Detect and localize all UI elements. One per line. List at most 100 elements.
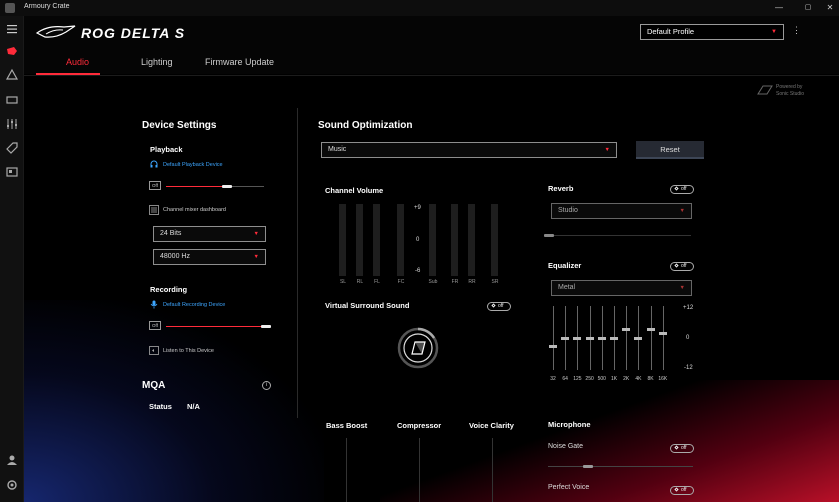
surround-dial-icon[interactable] <box>396 326 440 370</box>
eq-band-label-8k: 8K <box>647 376 654 382</box>
eq-band-label-64: 64 <box>562 376 568 382</box>
eq-track-32[interactable] <box>553 306 554 370</box>
close-button[interactable]: ✕ <box>826 3 834 12</box>
sample-rate-value: 48000 Hz <box>160 253 190 260</box>
info-icon[interactable]: i <box>262 381 271 390</box>
equalizer-preset-value: Metal <box>558 284 576 291</box>
mqa-title: MQA <box>142 380 166 391</box>
eq-knob-4k[interactable] <box>634 336 643 340</box>
compressor-track[interactable] <box>419 438 420 502</box>
more-options-icon[interactable]: ⋮ <box>792 25 801 35</box>
playback-mute-toggle[interactable]: Off <box>149 181 161 190</box>
equalizer-toggle[interactable]: off <box>670 262 694 271</box>
sound-preset-dropdown[interactable]: Music ▼ <box>321 142 617 158</box>
noise-gate-knob[interactable] <box>583 465 593 468</box>
channel-bar-fr[interactable] <box>451 204 458 276</box>
chevron-down-icon: ▼ <box>679 285 685 291</box>
eq-band-label-1k: 1K <box>610 376 618 382</box>
chevron-down-icon: ▼ <box>253 231 259 237</box>
eq-knob-250[interactable] <box>585 336 594 340</box>
eq-knob-1k[interactable] <box>610 336 618 340</box>
eq-knob-500[interactable] <box>597 336 606 340</box>
bit-depth-dropdown[interactable]: 24 Bits ▼ <box>153 226 266 242</box>
eq-knob-16k[interactable] <box>658 332 667 336</box>
aura-triangle-icon[interactable] <box>5 68 19 82</box>
toggle-diamond-icon <box>674 186 679 191</box>
noise-gate-toggle[interactable]: off <box>670 444 694 453</box>
device-settings-title: Device Settings <box>142 120 217 131</box>
tag-icon[interactable] <box>5 141 19 155</box>
headphones-icon <box>150 160 158 168</box>
reverb-preset-value: Studio <box>558 207 578 214</box>
channel-bar-sub[interactable] <box>429 204 436 276</box>
product-name: ROG DELTA S <box>81 25 186 41</box>
sliders-icon[interactable] <box>5 117 19 131</box>
equalizer-title: Equalizer <box>548 261 582 270</box>
app-icon <box>5 3 15 13</box>
channel-bar-fl[interactable] <box>373 204 380 276</box>
channel-bar-sl[interactable] <box>339 204 346 276</box>
eq-knob-32[interactable] <box>549 345 557 349</box>
sample-rate-dropdown[interactable]: 48000 Hz ▼ <box>153 249 266 265</box>
eq-scale-min: -12 <box>684 365 693 371</box>
maximize-button[interactable]: ▢ <box>804 4 812 11</box>
noise-gate-track[interactable] <box>548 466 693 467</box>
reverb-level-knob[interactable] <box>544 234 554 237</box>
voice-clarity-track[interactable] <box>492 438 493 502</box>
profile-dropdown[interactable]: Default Profile ▼ <box>640 24 784 40</box>
left-rail <box>0 16 24 502</box>
eq-track-2k[interactable] <box>626 306 628 370</box>
playback-label: Playback <box>150 145 183 154</box>
bass-boost-track[interactable] <box>346 438 347 502</box>
bit-depth-value: 24 Bits <box>160 230 182 237</box>
device-icon[interactable] <box>5 44 19 58</box>
settings-gear-icon[interactable] <box>5 478 19 492</box>
eq-track-8k[interactable] <box>650 306 652 370</box>
recording-device-link[interactable]: Default Recording Device <box>163 302 226 308</box>
playback-device-link[interactable]: Default Playback Device <box>163 162 223 168</box>
news-icon[interactable] <box>5 165 19 179</box>
game-visual-icon[interactable] <box>5 93 19 107</box>
reverb-preset-dropdown[interactable]: Studio ▼ <box>551 203 692 219</box>
eq-knob-8k[interactable] <box>646 327 655 331</box>
hamburger-menu-icon[interactable] <box>5 22 19 36</box>
equalizer-state: off <box>681 263 687 269</box>
reset-button[interactable]: Reset <box>636 141 704 159</box>
channel-label-fl: FL <box>374 279 380 285</box>
channel-bar-rr[interactable] <box>468 204 475 276</box>
eq-scale-zero: 0 <box>686 335 690 341</box>
listen-icon <box>149 346 159 355</box>
user-icon[interactable] <box>5 453 19 467</box>
eq-knob-125[interactable] <box>573 336 582 340</box>
recording-mute-toggle[interactable]: Off <box>149 321 161 330</box>
eq-track-16k[interactable] <box>662 306 664 370</box>
chevron-down-icon: ▼ <box>771 29 777 35</box>
compressor-title: Compressor <box>397 421 442 430</box>
reverb-level-track[interactable] <box>544 235 691 236</box>
mqa-status-value: N/A <box>187 402 200 411</box>
channel-bar-sr[interactable] <box>491 204 498 276</box>
playback-volume-knob[interactable] <box>221 185 232 188</box>
channel-label-rl: RL <box>356 279 364 285</box>
virtual-surround-toggle[interactable]: off <box>487 302 511 311</box>
mixer-icon <box>149 205 159 215</box>
eq-band-label-16k: 16K <box>658 376 668 382</box>
tab-audio[interactable]: Audio <box>66 57 90 67</box>
powered-by-brand: Sonic Studio <box>776 91 805 97</box>
chevron-down-icon: ▼ <box>604 147 610 153</box>
channel-bar-fc[interactable] <box>397 204 404 276</box>
tab-firmware-update[interactable]: Firmware Update <box>205 57 275 67</box>
chevron-down-icon: ▼ <box>253 254 259 260</box>
eq-band-label-250: 250 <box>585 376 594 382</box>
eq-knob-64[interactable] <box>561 336 570 340</box>
equalizer-preset-dropdown[interactable]: Metal ▼ <box>551 280 692 296</box>
eq-knob-2k[interactable] <box>622 327 631 331</box>
perfect-voice-toggle[interactable]: off <box>670 486 694 495</box>
recording-volume-knob[interactable] <box>261 325 271 328</box>
minimize-button[interactable]: — <box>775 3 783 12</box>
reverb-toggle[interactable]: off <box>670 185 694 194</box>
tab-lighting[interactable]: Lighting <box>141 57 173 67</box>
channel-bar-rl[interactable] <box>356 204 363 276</box>
listen-to-device-checkbox[interactable]: Listen to This Device <box>163 348 214 354</box>
channel-mixer-link[interactable]: Channel mixer dashboard <box>163 207 226 213</box>
